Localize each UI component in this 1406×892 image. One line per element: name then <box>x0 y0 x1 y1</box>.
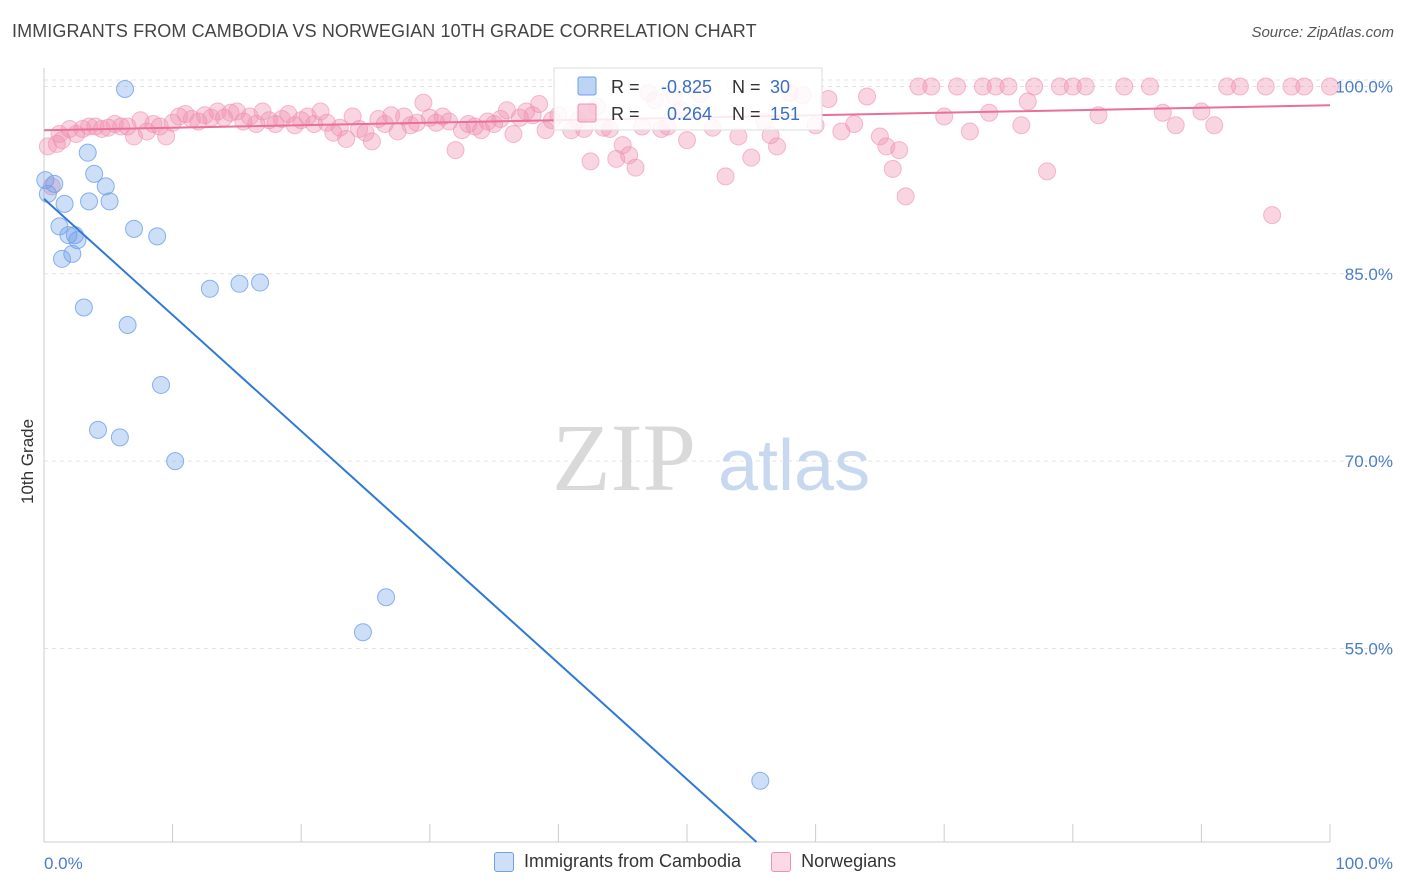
norwegians-point <box>949 78 966 95</box>
y-tick-label: 85.0% <box>1345 265 1393 284</box>
cambodia-point <box>201 280 218 297</box>
norwegians-point <box>961 123 978 140</box>
watermark: ZIP atlas <box>552 404 870 511</box>
scatter-plot: ZIP atlas 100.0% 85.0% 70.0% 55.0% 0.0% 100.0… <box>0 0 1406 892</box>
norwegians-point <box>1039 163 1056 180</box>
stats-legend: R = -0.825 N = 30 R = 0.264 N = 151 <box>554 68 822 130</box>
norwegians-point <box>447 142 464 159</box>
legend-label-cambodia: Immigrants from Cambodia <box>524 851 741 872</box>
x-tick-label-min: 0.0% <box>44 854 83 873</box>
norwegians-point <box>582 153 599 170</box>
cambodia-point <box>378 589 395 606</box>
stats-r-label: R = <box>611 77 640 97</box>
norwegians-point <box>51 125 68 142</box>
norwegians-point <box>1193 103 1210 120</box>
norwegians-point <box>923 78 940 95</box>
watermark-zip: ZIP <box>552 404 696 511</box>
norwegians-point <box>505 125 522 142</box>
norwegians-point <box>1116 78 1133 95</box>
y-tick-label: 100.0% <box>1335 77 1393 96</box>
cambodia-point <box>101 193 118 210</box>
stats-r-label: R = <box>611 104 640 124</box>
norwegians-point <box>743 149 760 166</box>
cambodia-point <box>81 193 98 210</box>
cambodia-point <box>252 274 269 291</box>
cambodia-point <box>111 429 128 446</box>
norwegians-point <box>1167 117 1184 134</box>
cambodia-point <box>56 195 73 212</box>
norwegians-point <box>627 159 644 176</box>
norwegians-point <box>1154 104 1171 121</box>
stats-swatch <box>578 77 596 95</box>
norwegians-point <box>717 168 734 185</box>
norwegians-point <box>1296 78 1313 95</box>
norwegians-point <box>1013 117 1030 134</box>
stats-n-label: N = <box>732 104 761 124</box>
cambodia-point <box>126 220 143 237</box>
cambodia-point <box>354 624 371 641</box>
norwegians-point <box>846 115 863 132</box>
norwegians-point <box>1206 117 1223 134</box>
watermark-atlas: atlas <box>718 426 870 506</box>
cambodia-trend-line <box>44 199 756 842</box>
legend-item-cambodia[interactable]: Immigrants from Cambodia <box>494 851 741 872</box>
norwegians-point <box>415 94 432 111</box>
cambodia-point <box>97 178 114 195</box>
norwegians-point <box>891 142 908 159</box>
cambodia-point <box>231 275 248 292</box>
norwegians-point <box>679 132 696 149</box>
cambodia-point <box>90 421 107 438</box>
legend-swatch-cambodia <box>494 852 514 872</box>
series-legend: Immigrants from Cambodia Norwegians <box>494 851 926 872</box>
cambodia-point <box>75 299 92 316</box>
x-tick-label-max: 100.0% <box>1335 854 1393 873</box>
norwegians-point <box>897 188 914 205</box>
norwegians-point <box>1264 207 1281 224</box>
norwegians-point <box>1077 78 1094 95</box>
norwegians-point <box>1231 78 1248 95</box>
norwegians-point <box>1141 78 1158 95</box>
norwegians-point <box>1000 78 1017 95</box>
gridlines <box>44 80 1395 648</box>
norwegians-point <box>884 160 901 177</box>
norwegians-point <box>1257 78 1274 95</box>
stats-n-value: 151 <box>770 104 800 124</box>
norwegians-point <box>531 95 548 112</box>
legend-label-norwegians: Norwegians <box>801 851 896 872</box>
cambodia-point <box>149 228 166 245</box>
stats-r-value: 0.264 <box>667 104 712 124</box>
norwegians-point <box>1019 93 1036 110</box>
cambodia-point <box>46 175 63 192</box>
cambodia-point <box>117 80 134 97</box>
cambodia-point <box>167 453 184 470</box>
norwegians-point <box>1026 78 1043 95</box>
cambodia-point <box>752 772 769 789</box>
legend-item-norwegians[interactable]: Norwegians <box>771 851 896 872</box>
stats-n-value: 30 <box>770 77 790 97</box>
y-tick-label: 55.0% <box>1345 639 1393 658</box>
cambodia-point <box>79 144 96 161</box>
norwegians-point <box>859 88 876 105</box>
norwegians-point <box>936 108 953 125</box>
cambodia-point <box>119 317 136 334</box>
cambodia-point <box>153 376 170 393</box>
y-tick-label: 70.0% <box>1345 452 1393 471</box>
stats-swatch <box>578 104 596 122</box>
stats-r-value: -0.825 <box>661 77 712 97</box>
norwegians-point <box>769 138 786 155</box>
norwegians-point <box>363 133 380 150</box>
legend-swatch-norwegians <box>771 852 791 872</box>
stats-n-label: N = <box>732 77 761 97</box>
norwegians-point <box>820 90 837 107</box>
